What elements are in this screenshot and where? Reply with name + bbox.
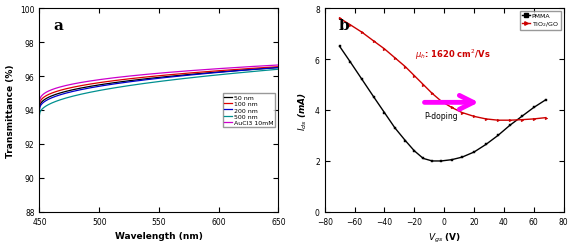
- 50 nm: [196, 73, 203, 76]
- PMMA: [336, 46, 343, 48]
- PMMA: [359, 78, 366, 82]
- X-axis label: $V_{gs}$ (V): $V_{gs}$ (V): [428, 232, 461, 244]
- TiO$_2$/GO: [530, 118, 537, 121]
- 200 nm: [275, 67, 282, 70]
- TiO$_2$/GO: [483, 118, 490, 121]
- 100 nm: [177, 73, 184, 76]
- TiO$_2$/GO: [420, 84, 426, 87]
- TiO$_2$/GO: [459, 112, 466, 114]
- AuCl3 10mM: [177, 71, 184, 74]
- PMMA: [483, 143, 490, 146]
- 200 nm: [98, 85, 104, 88]
- TiO$_2$/GO: [429, 92, 436, 96]
- TiO$_2$/GO: [391, 57, 398, 60]
- PMMA: [402, 140, 409, 142]
- Legend: 50 nm, 100 nm, 200 nm, 500 nm, AuCl3 10mM: 50 nm, 100 nm, 200 nm, 500 nm, AuCl3 10m…: [223, 94, 276, 128]
- 200 nm: [144, 79, 151, 82]
- AuCl3 10mM: [36, 102, 43, 105]
- Legend: PMMA, TiO$_2$/GO: PMMA, TiO$_2$/GO: [521, 12, 560, 31]
- 50 nm: [36, 107, 43, 110]
- 200 nm: [36, 109, 43, 112]
- Text: b: b: [339, 19, 350, 33]
- PMMA: [494, 134, 501, 138]
- Line: TiO$_2$/GO: TiO$_2$/GO: [338, 18, 547, 122]
- PMMA: [411, 150, 418, 153]
- 50 nm: [98, 84, 104, 87]
- AuCl3 10mM: [98, 78, 104, 82]
- Text: P-doping: P-doping: [425, 111, 459, 120]
- PMMA: [438, 160, 445, 163]
- Line: PMMA: PMMA: [338, 46, 547, 163]
- PMMA: [370, 96, 377, 99]
- AuCl3 10mM: [78, 82, 85, 84]
- 50 nm: [78, 87, 85, 90]
- TiO$_2$/GO: [411, 75, 418, 78]
- 50 nm: [275, 67, 282, 70]
- PMMA: [381, 112, 388, 114]
- Y-axis label: $I_{ds}$ (mA): $I_{ds}$ (mA): [297, 91, 309, 130]
- PMMA: [518, 116, 525, 118]
- PMMA: [420, 157, 426, 160]
- 500 nm: [196, 76, 203, 79]
- TiO$_2$/GO: [438, 100, 445, 103]
- X-axis label: Wavelength (nm): Wavelength (nm): [115, 232, 203, 240]
- TiO$_2$/GO: [402, 66, 409, 69]
- 500 nm: [78, 93, 85, 96]
- TiO$_2$/GO: [518, 119, 525, 122]
- 500 nm: [36, 114, 43, 117]
- TiO$_2$/GO: [448, 106, 455, 110]
- 500 nm: [98, 89, 104, 92]
- Line: 100 nm: 100 nm: [40, 68, 278, 106]
- TiO$_2$/GO: [381, 48, 388, 51]
- 500 nm: [177, 78, 184, 81]
- PMMA: [506, 124, 513, 127]
- TiO$_2$/GO: [471, 116, 478, 118]
- TiO$_2$/GO: [359, 32, 366, 35]
- Line: AuCl3 10mM: AuCl3 10mM: [40, 66, 278, 104]
- 500 nm: [216, 74, 223, 77]
- Y-axis label: Transmittance (%): Transmittance (%): [6, 64, 14, 157]
- 50 nm: [216, 71, 223, 74]
- PMMA: [542, 99, 549, 102]
- 200 nm: [177, 75, 184, 78]
- AuCl3 10mM: [275, 64, 282, 67]
- 100 nm: [98, 82, 104, 84]
- Text: $\mu_h$: 1620 cm$^2$/Vs: $\mu_h$: 1620 cm$^2$/Vs: [416, 48, 491, 62]
- 200 nm: [216, 72, 223, 74]
- TiO$_2$/GO: [542, 117, 549, 120]
- PMMA: [448, 158, 455, 162]
- AuCl3 10mM: [216, 68, 223, 71]
- Text: a: a: [54, 19, 64, 33]
- 50 nm: [144, 78, 151, 81]
- Line: 50 nm: 50 nm: [40, 68, 278, 109]
- TiO$_2$/GO: [370, 40, 377, 43]
- Line: 500 nm: 500 nm: [40, 70, 278, 116]
- 100 nm: [196, 72, 203, 74]
- 100 nm: [216, 70, 223, 73]
- 100 nm: [36, 105, 43, 108]
- PMMA: [391, 127, 398, 130]
- TiO$_2$/GO: [336, 18, 343, 21]
- PMMA: [530, 106, 537, 110]
- 50 nm: [177, 74, 184, 78]
- 100 nm: [78, 85, 85, 88]
- 100 nm: [275, 66, 282, 69]
- PMMA: [471, 151, 478, 154]
- PMMA: [429, 160, 436, 163]
- PMMA: [347, 61, 354, 64]
- Line: 200 nm: 200 nm: [40, 68, 278, 110]
- AuCl3 10mM: [196, 69, 203, 72]
- 100 nm: [144, 76, 151, 79]
- 500 nm: [144, 82, 151, 85]
- AuCl3 10mM: [144, 74, 151, 76]
- 500 nm: [275, 68, 282, 71]
- TiO$_2$/GO: [347, 24, 354, 27]
- TiO$_2$/GO: [494, 119, 501, 122]
- PMMA: [459, 156, 466, 159]
- 200 nm: [78, 88, 85, 92]
- 200 nm: [196, 73, 203, 76]
- TiO$_2$/GO: [506, 119, 513, 122]
